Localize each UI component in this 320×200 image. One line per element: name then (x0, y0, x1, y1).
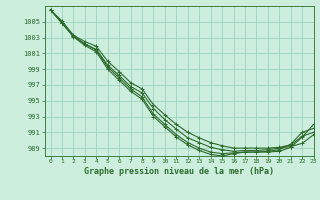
X-axis label: Graphe pression niveau de la mer (hPa): Graphe pression niveau de la mer (hPa) (84, 167, 274, 176)
